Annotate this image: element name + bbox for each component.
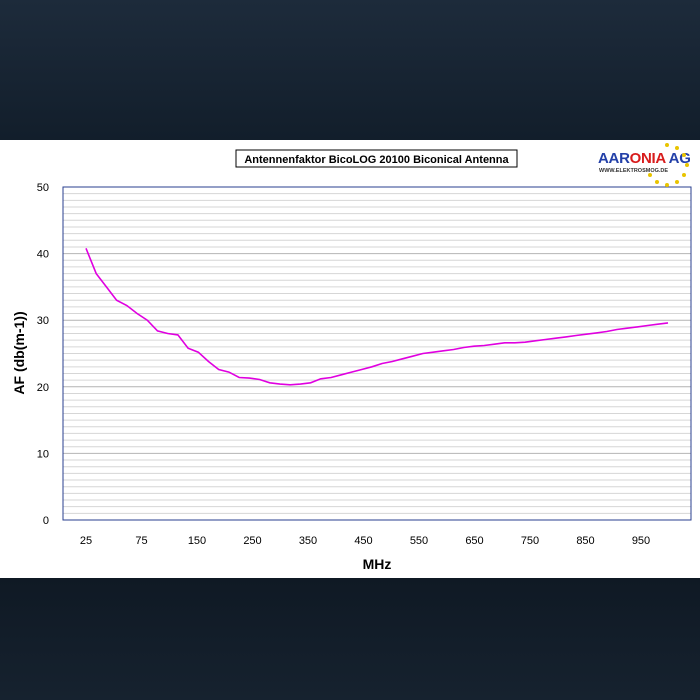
y-tick-label: 20 bbox=[37, 382, 49, 394]
x-tick-label: 250 bbox=[243, 535, 261, 547]
logo-brand-part1: AAR bbox=[598, 150, 630, 167]
bottom-background-band bbox=[0, 578, 700, 700]
x-tick-label: 550 bbox=[410, 535, 428, 547]
x-tick-label: 450 bbox=[354, 535, 372, 547]
series-line-af bbox=[85, 248, 669, 386]
x-tick-labels: 25 75 150 250 350 450 550 650 750 850 950 bbox=[80, 535, 650, 547]
x-tick-label: 650 bbox=[465, 535, 483, 547]
y-tick-label: 0 bbox=[43, 515, 49, 527]
x-tick-label: 150 bbox=[188, 535, 206, 547]
logo-brand: AARONIA AG bbox=[598, 150, 691, 167]
plot-area-border bbox=[62, 186, 692, 521]
chart-panel bbox=[0, 140, 700, 578]
y-axis-label: AF (db(m-1)) bbox=[11, 311, 27, 394]
y-tick-label: 30 bbox=[37, 315, 49, 327]
chart-title: Antennenfaktor BicoLOG 20100 Biconical A… bbox=[244, 154, 509, 166]
y-tick-label: 50 bbox=[37, 182, 49, 194]
x-axis-label: MHz bbox=[363, 556, 392, 572]
logo-url: WWW.ELEKTROSMOG.DE bbox=[599, 168, 669, 174]
logo-star-ring-icon bbox=[648, 143, 689, 187]
y-tick-label: 10 bbox=[37, 448, 49, 460]
x-tick-label: 25 bbox=[80, 535, 92, 547]
y-tick-labels: 0 10 20 30 40 50 bbox=[37, 182, 49, 527]
x-tick-label: 750 bbox=[521, 535, 539, 547]
chart-title-box bbox=[235, 149, 518, 168]
grid-lines bbox=[63, 193, 691, 514]
x-tick-label: 950 bbox=[632, 535, 650, 547]
aaronia-logo: AARONIA AG WWW.ELEKTROSMOG.DE bbox=[596, 142, 692, 188]
x-tick-label: 75 bbox=[135, 535, 147, 547]
top-background-band bbox=[0, 0, 700, 140]
logo-brand-part2: ONIA bbox=[629, 150, 666, 167]
y-tick-label: 40 bbox=[37, 249, 49, 261]
x-tick-label: 850 bbox=[576, 535, 594, 547]
x-tick-label: 350 bbox=[299, 535, 317, 547]
